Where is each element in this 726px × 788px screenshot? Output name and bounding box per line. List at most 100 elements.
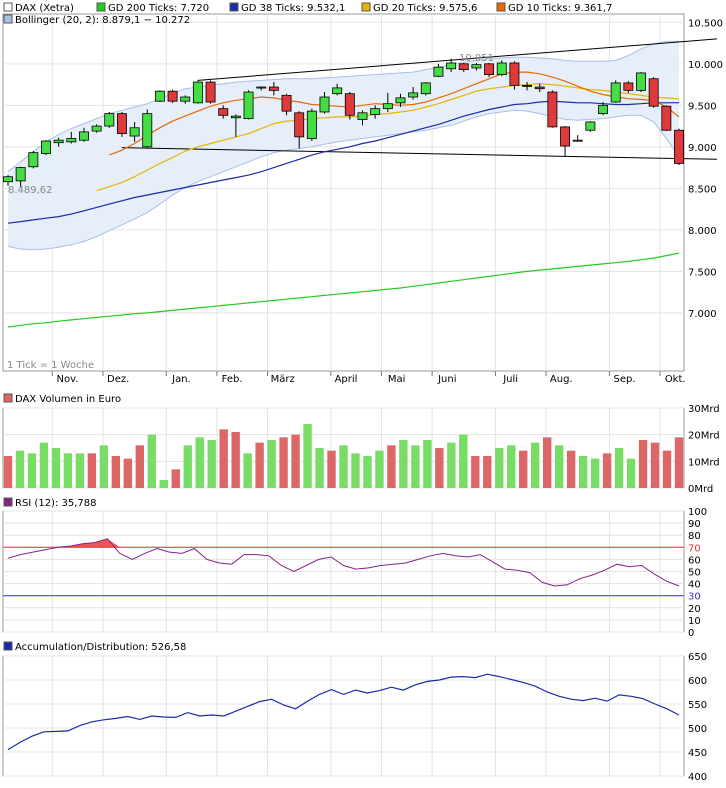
candle-body: [306, 110, 317, 139]
price-y-tick-label: 9.500: [688, 101, 717, 112]
price-x-tick-label: Juni: [437, 374, 456, 385]
candle-body: [79, 131, 89, 141]
volume-y-tick-label: 10Mrd: [688, 457, 720, 468]
candle-body: [572, 139, 583, 142]
rsi-y-tick-label: 100: [688, 507, 707, 518]
candle-body: [205, 81, 216, 103]
candle-body: [180, 96, 191, 102]
legend-swatch-bollinger: [3, 14, 13, 24]
candle-body: [547, 91, 558, 128]
tick-footnote: 1 Tick = 1 Woche: [7, 360, 94, 371]
ad-panel: Accumulation/Distribution: 526,58 400 450…: [2, 641, 707, 783]
candle-body: [420, 82, 431, 95]
volume-y-tick-label: 0Mrd: [688, 484, 713, 495]
rsi-y-tick-label: 50: [688, 568, 701, 579]
candle-body: [104, 113, 115, 127]
ad-y-tick-label: 650: [688, 652, 707, 663]
candle-body: [218, 108, 229, 116]
candle-body: [370, 108, 381, 115]
candle-body: [636, 72, 646, 91]
volume-bar: [279, 437, 288, 488]
volume-y-tick-label: 20Mrd: [688, 431, 720, 442]
price-panel: 7.000 7.500 8.000 8.500 9.000 9.500 10.000 10.5…: [2, 2, 723, 385]
candle-body: [41, 140, 51, 154]
volume-bar: [399, 440, 408, 488]
volume-bar: [231, 432, 240, 488]
price-x-tick-label: Juli: [502, 374, 518, 385]
volume-bar: [590, 458, 600, 488]
candle-body: [382, 103, 393, 110]
legend-swatch-dax: [3, 2, 13, 12]
price-x-tick-label: Jan.: [171, 374, 191, 385]
ma-line-gd-200-ticks: [7, 252, 680, 328]
volume-bar: [111, 456, 121, 488]
price-x-tick-label: Nov.: [57, 374, 79, 385]
volume-bar: [183, 445, 192, 488]
candle-body: [281, 94, 292, 112]
volume-bar: [135, 445, 144, 488]
price-x-tick-label: Sep.: [614, 374, 636, 385]
volume-bar: [662, 450, 672, 488]
volume-bar: [387, 445, 396, 488]
candle-body: [484, 63, 495, 76]
candle-body: [674, 129, 684, 164]
volume-bar: [51, 448, 61, 488]
ad-y-tick-label: 500: [688, 724, 707, 735]
candle-body: [357, 112, 368, 120]
price-x-tick-label: Feb.: [222, 374, 243, 385]
volume-bar: [483, 456, 492, 488]
volume-bar: [471, 456, 480, 488]
candle-body: [268, 86, 279, 91]
candle-body: [154, 90, 165, 102]
volume-bar: [363, 456, 372, 488]
volume-bar: [219, 429, 228, 488]
legend-swatch-gd200: [96, 2, 106, 12]
candle-body: [15, 167, 26, 182]
volume-legend-swatch: [3, 393, 13, 403]
candle-body: [509, 62, 520, 86]
volume-bar: [195, 437, 204, 488]
volume-bar: [15, 450, 25, 488]
price-x-tick-label: Mai: [388, 374, 406, 385]
volume-bar: [531, 442, 540, 488]
candle-body: [91, 125, 102, 132]
volume-bar: [638, 440, 648, 488]
candle-body: [496, 62, 507, 76]
rsi-y-tick-label: 30: [688, 592, 701, 603]
rsi-y-tick-label: 0: [688, 628, 694, 639]
volume-bar: [507, 445, 516, 488]
ad-line: [7, 673, 680, 751]
volume-bar: [554, 445, 564, 488]
volume-bar: [351, 453, 360, 488]
volume-bar: [614, 448, 624, 488]
ma-line-gd-38-ticks: [7, 100, 680, 224]
volume-bar: [255, 442, 264, 488]
rsi-y-tick-label: 80: [688, 531, 701, 542]
candle-body: [28, 152, 39, 168]
volume-bar: [63, 453, 73, 488]
candle-body: [458, 63, 469, 71]
volume-bar: [291, 434, 300, 488]
rsi-y-tick-label: 20: [688, 604, 701, 615]
candle-body: [585, 121, 596, 131]
volume-bar: [327, 450, 336, 488]
legend-bollinger: Bollinger (20, 2): 8.879,1 − 10.272: [15, 15, 190, 26]
volume-bar: [543, 437, 552, 488]
price-y-tick-label: 9.000: [688, 143, 717, 154]
candle-body: [66, 138, 77, 143]
rsi-y-tick-label: 10: [688, 616, 701, 627]
volume-bar: [267, 440, 276, 488]
legend: DAX (Xetra) GD 200 Ticks: 7.720 GD 38 Ti…: [3, 2, 612, 26]
price-x-tick-label: April: [335, 374, 358, 385]
volume-y-tick-label: 30Mrd: [688, 404, 720, 415]
candle-body: [623, 82, 634, 91]
volume-bar: [674, 437, 684, 488]
candle-body: [142, 113, 153, 148]
candle-body: [256, 86, 267, 89]
legend-gd200: GD 200 Ticks: 7.720: [108, 3, 209, 14]
volume-bar: [39, 442, 49, 488]
volume-bar: [75, 453, 85, 488]
volume-panel: DAX Volumen in Euro 0Mrd 10Mrd 20Mrd 30Mrd: [2, 393, 720, 495]
volume-bar: [339, 445, 348, 488]
